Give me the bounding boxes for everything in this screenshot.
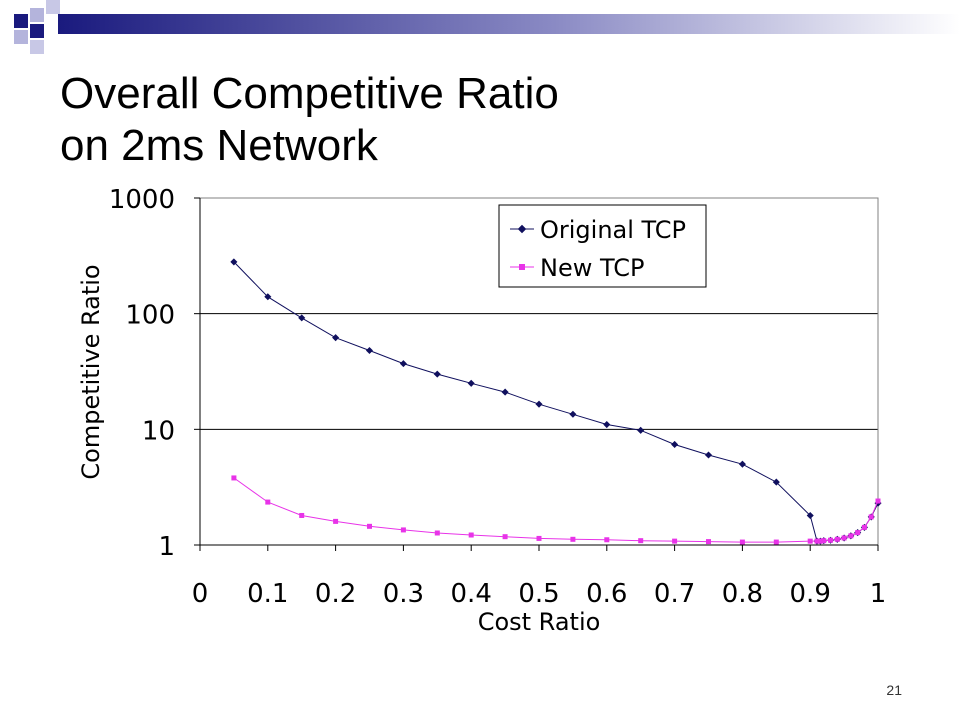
data-point-original-tcp <box>433 370 441 378</box>
axis-layer: 1 10 100 1000 0 0.1 0.2 0.3 0.4 0.5 0.6 0.7 0.8 0.9 1 <box>109 185 886 609</box>
data-point-original-tcp <box>230 258 238 266</box>
data-point-new-tcp <box>231 475 237 481</box>
deco-square <box>30 8 44 22</box>
data-point-new-tcp <box>807 538 813 544</box>
title-line-2: on 2ms Network <box>60 121 378 170</box>
y-tick-label: 1000 <box>109 185 175 215</box>
deco-square <box>30 40 44 54</box>
data-point-original-tcp <box>399 360 407 368</box>
data-point-new-tcp <box>672 538 678 544</box>
data-point-original-tcp <box>501 388 509 396</box>
deco-square <box>14 30 28 44</box>
data-point-new-tcp <box>367 523 372 529</box>
deco-square <box>14 14 28 28</box>
title-decoration <box>14 0 960 54</box>
x-tick-label: 0.4 <box>451 579 492 609</box>
x-tick-label: 0.5 <box>518 579 559 609</box>
deco-square <box>30 24 44 38</box>
data-point-new-tcp <box>828 537 834 543</box>
x-tick-label: 0.6 <box>586 579 627 609</box>
data-point-original-tcp <box>738 460 746 468</box>
data-point-original-tcp <box>772 478 780 486</box>
data-point-original-tcp <box>298 314 306 322</box>
data-point-new-tcp <box>848 533 854 539</box>
x-tick-label: 0.3 <box>383 579 424 609</box>
data-point-original-tcp <box>535 400 543 408</box>
data-point-original-tcp <box>467 379 475 387</box>
y-tick-label: 10 <box>142 416 175 446</box>
data-point-original-tcp <box>332 334 340 342</box>
data-point-new-tcp <box>861 524 867 530</box>
y-axis-title: Competitive Ratio <box>77 264 105 479</box>
x-tick-label: 0.9 <box>790 579 831 609</box>
data-point-new-tcp <box>841 535 847 541</box>
data-point-new-tcp <box>604 537 610 543</box>
series-layer <box>230 258 882 545</box>
x-tick-label: 0.1 <box>247 579 288 609</box>
legend: Original TCP New TCP <box>498 204 707 288</box>
data-point-new-tcp <box>706 539 711 545</box>
data-point-new-tcp <box>739 539 745 545</box>
title-bar-gradient <box>58 14 960 34</box>
data-point-new-tcp <box>855 530 861 536</box>
data-point-new-tcp <box>834 536 840 542</box>
data-point-new-tcp <box>265 499 271 505</box>
y-tick-label: 100 <box>125 301 175 331</box>
data-point-new-tcp <box>502 534 508 540</box>
legend-marker-new <box>519 264 525 270</box>
data-point-new-tcp <box>468 532 474 538</box>
legend-label-original: Original TCP <box>540 216 686 244</box>
legend-box <box>498 204 707 288</box>
data-point-new-tcp <box>536 535 542 541</box>
page-title: Overall Competitive Ratio on 2ms Network <box>60 68 559 172</box>
page-number: 21 <box>886 682 902 698</box>
grid-layer <box>200 313 878 430</box>
data-point-original-tcp <box>569 410 577 418</box>
y-tick-label: 1 <box>158 532 175 562</box>
data-point-new-tcp <box>333 518 339 524</box>
x-tick-label: 0 <box>192 579 209 609</box>
data-point-new-tcp <box>434 530 440 536</box>
data-point-original-tcp <box>603 420 611 429</box>
data-point-new-tcp <box>814 538 820 544</box>
data-point-original-tcp <box>637 426 645 434</box>
legend-label-new: New TCP <box>540 254 644 282</box>
data-point-new-tcp <box>821 538 827 544</box>
x-axis-title: Cost Ratio <box>478 608 601 636</box>
data-point-new-tcp <box>875 498 881 504</box>
data-point-new-tcp <box>773 539 779 545</box>
data-point-new-tcp <box>570 536 576 542</box>
data-point-new-tcp <box>299 512 305 518</box>
data-point-new-tcp <box>638 538 644 544</box>
x-tick-label: 0.8 <box>722 579 763 609</box>
data-point-new-tcp <box>817 538 823 544</box>
series-line-original-tcp <box>233 261 879 542</box>
title-line-1: Overall Competitive Ratio <box>60 69 559 118</box>
data-point-original-tcp <box>671 440 679 449</box>
x-tick-label: 1 <box>870 579 887 609</box>
x-tick-label: 0.7 <box>654 579 695 609</box>
data-point-original-tcp <box>365 346 374 355</box>
data-point-original-tcp <box>704 451 713 459</box>
data-point-new-tcp <box>868 514 874 520</box>
data-point-new-tcp <box>400 527 406 533</box>
deco-square <box>46 0 60 14</box>
x-tick-label: 0.2 <box>315 579 356 609</box>
